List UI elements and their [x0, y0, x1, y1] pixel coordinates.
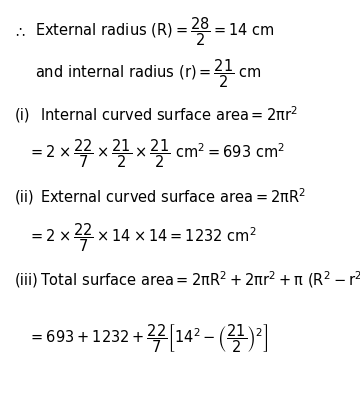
Text: $\mathrm{Internal\ curved\ surface\ area = 2\pi r^2}$: $\mathrm{Internal\ curved\ surface\ area…: [40, 106, 298, 124]
Text: $\mathrm{= 693 + 1232 + \dfrac{22}{7}\left[14^2 - \left(\dfrac{21}{2}\right)^2\r: $\mathrm{= 693 + 1232 + \dfrac{22}{7}\le…: [28, 322, 269, 355]
Text: $\mathrm{= 2 \times \dfrac{22}{7} \times \dfrac{21}{2} \times \dfrac{21}{2}\ cm^: $\mathrm{= 2 \times \dfrac{22}{7} \times…: [28, 137, 285, 170]
Text: $\mathrm{Total\ surface\ area = 2\pi R^2 + 2\pi r^2 + \pi\ (R^2 - r^2)}$: $\mathrm{Total\ surface\ area = 2\pi R^2…: [40, 270, 360, 291]
Text: $\mathrm{and\ internal\ radius\ (r) = \dfrac{21}{2}\ cm}$: $\mathrm{and\ internal\ radius\ (r) = \d…: [35, 58, 262, 91]
Text: $\mathrm{External\ curved\ surface\ area = 2\pi R^2}$: $\mathrm{External\ curved\ surface\ area…: [40, 187, 306, 206]
Text: (ii): (ii): [15, 189, 35, 204]
Text: $\mathrm{External\ radius\ (R) = \dfrac{28}{2} = 14\ cm}$: $\mathrm{External\ radius\ (R) = \dfrac{…: [35, 15, 275, 48]
Text: (i): (i): [15, 108, 30, 122]
Text: (iii): (iii): [15, 273, 39, 287]
Text: ∴: ∴: [15, 24, 24, 39]
Text: $\mathrm{= 2 \times \dfrac{22}{7} \times 14 \times 14 = 1232\ cm^2}$: $\mathrm{= 2 \times \dfrac{22}{7} \times…: [28, 221, 257, 254]
